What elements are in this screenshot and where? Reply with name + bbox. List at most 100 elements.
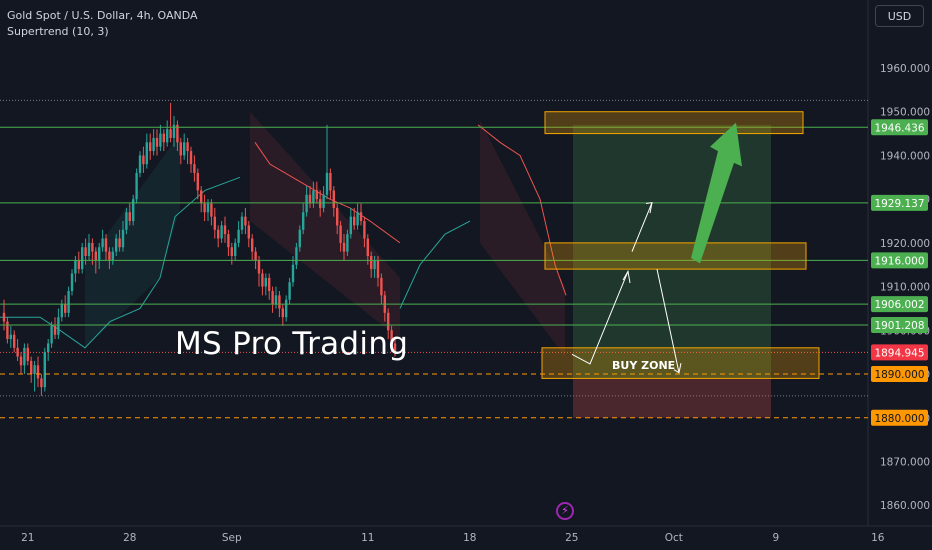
candle-body xyxy=(264,277,267,287)
candle-body xyxy=(234,242,237,256)
candle-body xyxy=(169,129,172,138)
price-badge-label: 1890.000 xyxy=(874,369,924,381)
candle-body xyxy=(104,238,108,252)
path-arrow-up-2-head xyxy=(645,202,653,214)
candle-body xyxy=(370,255,373,270)
candle-body xyxy=(302,212,305,230)
candle-body xyxy=(319,199,322,208)
y-tick-label: 1910.000 xyxy=(880,282,930,294)
supertrend-up-line xyxy=(0,176,241,349)
candle-body xyxy=(223,225,227,235)
candle-body xyxy=(373,260,376,270)
price-badge xyxy=(871,344,928,361)
price-badge-label: 1894.945 xyxy=(874,347,924,359)
candle-body xyxy=(380,277,383,296)
candle-body xyxy=(230,247,233,256)
candle-body xyxy=(244,216,247,226)
candle-body xyxy=(155,137,159,147)
y-tick-label: 1870.000 xyxy=(880,456,930,468)
y-tick-label: 1960.000 xyxy=(880,63,930,75)
candle-body xyxy=(356,212,359,226)
candle-body xyxy=(67,290,70,313)
candle-body xyxy=(128,212,131,222)
candle-body xyxy=(203,203,206,213)
candle-body xyxy=(145,142,148,165)
candle-body xyxy=(101,238,104,248)
candle-body xyxy=(166,129,169,143)
candle-body xyxy=(312,190,315,204)
x-tick-label: 18 xyxy=(463,532,476,544)
candle-body xyxy=(285,299,288,318)
candle-body xyxy=(77,260,80,270)
path-arrow-down-head xyxy=(673,363,682,374)
supertrend-down-fill xyxy=(250,111,400,340)
candle-body xyxy=(152,137,155,152)
candle-body xyxy=(13,334,16,348)
price-badge xyxy=(871,317,928,334)
x-tick-label: Oct xyxy=(665,532,683,544)
candle-body xyxy=(87,242,91,256)
path-arrow-up xyxy=(571,271,629,365)
x-tick-label: 16 xyxy=(871,532,885,544)
candle-body xyxy=(271,290,274,305)
candle-body xyxy=(149,142,152,152)
candle-body xyxy=(138,155,142,173)
candle-body xyxy=(390,330,393,344)
indicator-legend[interactable]: Supertrend (10, 3) xyxy=(7,25,109,38)
candle-body xyxy=(111,251,114,261)
candle-body xyxy=(64,304,67,313)
price-badge-label: 1946.436 xyxy=(874,122,924,134)
candle-body xyxy=(227,234,230,248)
candle-body xyxy=(339,225,342,243)
candle-body xyxy=(315,190,318,200)
candle-body xyxy=(60,304,63,318)
supertrend-up-line-2 xyxy=(399,220,471,309)
candle-body xyxy=(261,273,264,287)
candle-body xyxy=(278,295,281,309)
candle-body xyxy=(274,295,278,305)
currency-button[interactable]: USD xyxy=(875,5,924,27)
candle-body xyxy=(135,172,138,200)
price-badge xyxy=(871,194,928,211)
candle-body xyxy=(363,221,366,239)
candle-body xyxy=(179,142,182,156)
price-badge-label: 1906.002 xyxy=(874,299,924,311)
path-arrow-down xyxy=(656,269,680,373)
candle-body xyxy=(176,124,179,143)
buy-zone-label: BUY ZONE xyxy=(612,359,676,372)
candle-body xyxy=(359,212,363,222)
candle-body xyxy=(50,325,53,344)
candle-body xyxy=(210,203,213,217)
price-badge-label: 1916.000 xyxy=(874,255,924,267)
symbol-title[interactable]: Gold Spot / U.S. Dollar, 4h, OANDA xyxy=(7,9,198,22)
candle-body xyxy=(281,308,284,318)
candle-body xyxy=(206,203,210,213)
candle-body xyxy=(26,347,29,361)
path-arrow-up-head xyxy=(622,269,631,284)
price-badge xyxy=(871,252,928,269)
candle-body xyxy=(387,312,390,331)
candle-body xyxy=(162,133,165,143)
candle-body xyxy=(254,251,257,261)
candle-body xyxy=(308,194,312,204)
candle-body xyxy=(74,260,77,274)
candle-body xyxy=(23,347,26,366)
price-badge xyxy=(871,119,928,136)
candle-body xyxy=(30,360,33,375)
candle-body xyxy=(217,229,220,239)
candle-body xyxy=(94,251,97,261)
candle-body xyxy=(366,238,369,256)
zone-target xyxy=(544,111,804,135)
price-badge xyxy=(871,296,928,313)
y-tick-label: 1950.000 xyxy=(880,107,930,119)
supertrend-down-line-2 xyxy=(477,124,567,296)
candle-body xyxy=(322,194,325,208)
x-tick-label: 9 xyxy=(772,532,779,544)
candle-body xyxy=(70,273,74,291)
price-badge-label: 1880.000 xyxy=(874,413,924,425)
candle-body xyxy=(193,164,196,173)
candle-body xyxy=(40,378,43,388)
candle-body xyxy=(240,216,244,230)
logo-icon[interactable]: ⚡ xyxy=(556,502,574,520)
